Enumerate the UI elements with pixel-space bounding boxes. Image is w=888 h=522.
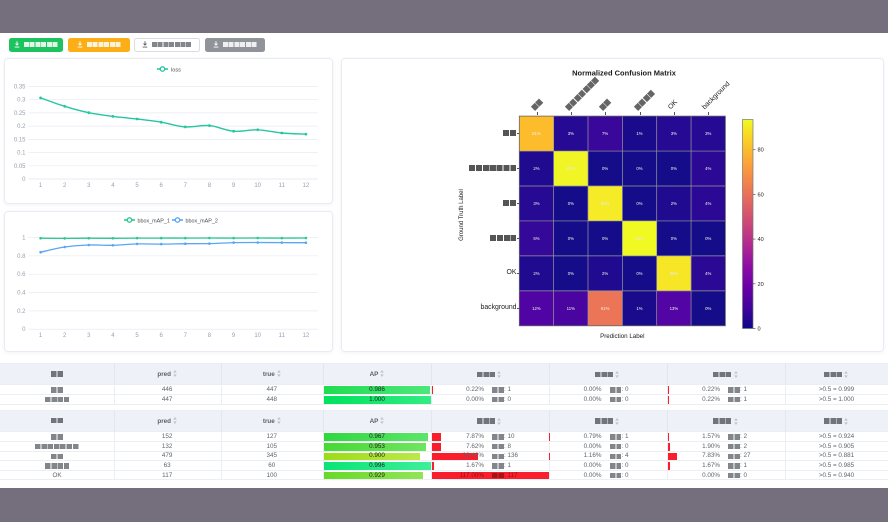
svg-text:0.2: 0.2 — [17, 124, 26, 130]
svg-text:0.1: 0.1 — [17, 150, 26, 156]
svg-text:2%: 2% — [602, 270, 608, 275]
svg-text:loss: loss — [171, 67, 181, 73]
svg-text:0%: 0% — [568, 201, 574, 206]
svg-text:0: 0 — [757, 327, 760, 333]
svg-text:3: 3 — [87, 183, 91, 189]
svg-text:9: 9 — [232, 333, 236, 339]
svg-text:4%: 4% — [705, 270, 711, 275]
svg-text:2%: 2% — [533, 270, 539, 275]
svg-text:bbox_mAP_1: bbox_mAP_1 — [138, 218, 170, 224]
svg-text:6%: 6% — [533, 236, 539, 241]
svg-text:0%: 0% — [568, 236, 574, 241]
svg-text:0.4: 0.4 — [17, 290, 26, 296]
svg-text:90%: 90% — [601, 201, 610, 206]
svg-text:6: 6 — [160, 333, 164, 339]
svg-text:6: 6 — [160, 183, 164, 189]
svg-text:10: 10 — [254, 333, 261, 339]
svg-text:11: 11 — [279, 183, 286, 189]
svg-text:2%: 2% — [533, 166, 539, 171]
svg-text:4%: 4% — [705, 166, 711, 171]
svg-text:4: 4 — [111, 183, 115, 189]
svg-text:93%: 93% — [635, 236, 644, 241]
svg-text:1%: 1% — [636, 131, 642, 136]
svg-text:61%: 61% — [601, 305, 610, 310]
svg-text:92%: 92% — [567, 166, 576, 171]
svg-text:0%: 0% — [705, 236, 711, 241]
svg-text:40: 40 — [757, 237, 763, 243]
svg-text:0%: 0% — [671, 236, 677, 241]
svg-text:3: 3 — [87, 333, 91, 339]
svg-text:0.15: 0.15 — [14, 137, 26, 143]
svg-text:7: 7 — [184, 183, 188, 189]
svg-text:3%: 3% — [533, 201, 539, 206]
svg-text:Normalized Confusion Matrix: Normalized Confusion Matrix — [572, 68, 677, 77]
svg-text:0.3: 0.3 — [17, 97, 26, 103]
svg-text:13%: 13% — [670, 305, 679, 310]
svg-text:0.25: 0.25 — [14, 110, 26, 116]
svg-text:80: 80 — [757, 148, 763, 154]
svg-text:5: 5 — [135, 333, 139, 339]
svg-text:4%: 4% — [705, 201, 711, 206]
svg-text:1: 1 — [39, 333, 43, 339]
svg-text:0%: 0% — [568, 270, 574, 275]
svg-text:11: 11 — [279, 333, 286, 339]
svg-text:0%: 0% — [671, 166, 677, 171]
svg-text:8: 8 — [208, 183, 212, 189]
svg-text:8: 8 — [208, 333, 212, 339]
svg-text:1: 1 — [39, 183, 43, 189]
svg-text:10: 10 — [254, 183, 261, 189]
svg-text:0%: 0% — [705, 305, 711, 310]
svg-text:1%: 1% — [636, 305, 642, 310]
svg-text:11%: 11% — [567, 305, 575, 310]
svg-text:0.8: 0.8 — [17, 253, 26, 259]
svg-text:89%: 89% — [670, 270, 679, 275]
svg-text:9: 9 — [232, 183, 236, 189]
svg-text:0.2: 0.2 — [17, 308, 26, 314]
svg-text:0%: 0% — [636, 201, 642, 206]
svg-text:0.35: 0.35 — [14, 84, 26, 90]
svg-text:2%: 2% — [671, 201, 677, 206]
svg-text:0: 0 — [22, 327, 26, 333]
svg-text:3%: 3% — [568, 131, 574, 136]
svg-text:0%: 0% — [636, 270, 642, 275]
svg-text:0.05: 0.05 — [14, 163, 26, 169]
svg-text:3%: 3% — [671, 131, 677, 136]
svg-text:7: 7 — [184, 333, 188, 339]
svg-text:20: 20 — [757, 282, 763, 288]
svg-text:4: 4 — [111, 333, 115, 339]
svg-text:0.6: 0.6 — [17, 272, 26, 278]
svg-text:1: 1 — [22, 235, 26, 241]
svg-text:12: 12 — [303, 333, 310, 339]
svg-text:12%: 12% — [532, 305, 541, 310]
svg-text:2: 2 — [63, 333, 67, 339]
svg-text:0: 0 — [22, 177, 26, 183]
svg-text:bbox_mAP_2: bbox_mAP_2 — [186, 218, 218, 224]
svg-text:7%: 7% — [602, 131, 608, 136]
svg-text:81%: 81% — [532, 131, 541, 136]
svg-text:60: 60 — [757, 192, 763, 198]
svg-text:0%: 0% — [602, 166, 608, 171]
svg-text:0%: 0% — [636, 166, 642, 171]
svg-text:12: 12 — [303, 183, 310, 189]
svg-text:2: 2 — [63, 183, 67, 189]
svg-text:0%: 0% — [602, 236, 608, 241]
svg-text:5: 5 — [135, 183, 139, 189]
svg-text:3%: 3% — [705, 131, 711, 136]
